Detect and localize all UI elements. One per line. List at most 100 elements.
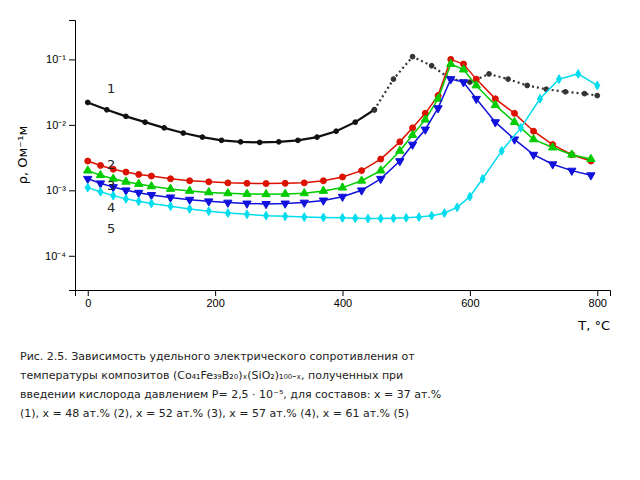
series-line	[88, 74, 598, 219]
data-point	[206, 207, 211, 216]
y-tick-mark	[69, 59, 75, 60]
plot-area: 020040060080010⁻⁴10⁻³10⁻²10⁻¹12345ρ, Ом⁻…	[15, 21, 611, 334]
x-tick-mark	[343, 290, 344, 296]
data-point	[404, 213, 409, 222]
data-point	[136, 197, 141, 206]
x-tick: 200	[206, 290, 224, 309]
data-point	[219, 138, 224, 143]
data-point	[181, 131, 186, 136]
data-point	[499, 147, 504, 156]
series-label: 3	[107, 178, 115, 193]
data-point	[224, 189, 232, 196]
x-tick-label: 600	[461, 297, 479, 309]
data-point	[243, 189, 251, 196]
y-tick: 10⁻¹	[46, 53, 75, 65]
series-label: 1	[107, 81, 115, 96]
series-line	[88, 59, 591, 183]
series-label: 4	[107, 200, 115, 215]
data-point	[549, 162, 557, 169]
data-point	[136, 171, 142, 177]
data-point	[264, 211, 269, 220]
data-point	[224, 200, 232, 207]
data-point	[281, 189, 289, 196]
data-point	[185, 186, 193, 193]
data-point	[243, 201, 251, 208]
x-tick-label: 200	[206, 297, 224, 309]
data-point	[135, 179, 143, 186]
data-point	[334, 129, 339, 134]
data-point	[321, 213, 326, 222]
data-point	[525, 83, 530, 88]
caption-line: введении кислорода давлением Р= 2,5 · 10…	[20, 388, 441, 401]
series-line	[88, 102, 375, 142]
data-point	[85, 183, 90, 192]
data-point	[205, 188, 213, 195]
y-tick: 10⁻²	[46, 119, 75, 131]
data-point	[359, 168, 365, 174]
data-point	[595, 81, 600, 90]
caption-line: (1), x = 48 ат.% (2), x = 52 ат.% (3), x…	[20, 407, 409, 420]
caption-line: Рис. 2.5. Зависимость удельного электрич…	[20, 350, 415, 363]
data-point	[98, 187, 103, 196]
y-tick-label: 10⁻²	[46, 119, 66, 131]
data-point	[391, 77, 396, 82]
data-point	[434, 106, 442, 113]
data-point	[257, 140, 262, 145]
data-point	[225, 209, 230, 218]
data-point	[396, 159, 404, 166]
data-point	[568, 150, 576, 157]
data-point	[518, 123, 523, 132]
data-point	[148, 173, 154, 179]
data-point	[300, 200, 308, 207]
x-tick: 0	[85, 290, 91, 309]
data-point	[147, 182, 155, 189]
data-point	[296, 138, 301, 143]
y-axis-line	[69, 21, 76, 291]
data-point	[529, 135, 537, 142]
data-point	[563, 89, 568, 94]
data-point	[162, 125, 167, 130]
data-point	[459, 80, 467, 87]
data-point	[595, 93, 600, 98]
data-point	[338, 183, 346, 190]
data-point	[506, 77, 511, 82]
x-tick-mark	[215, 290, 216, 296]
x-axis: 0200400600800	[76, 290, 611, 309]
data-point	[353, 120, 358, 125]
series-line	[88, 64, 591, 194]
data-point	[281, 201, 289, 208]
y-axis-title: ρ, Ом⁻¹м	[15, 126, 30, 184]
data-point	[340, 213, 345, 222]
data-point	[429, 63, 434, 68]
data-point	[408, 130, 416, 137]
data-point	[353, 214, 358, 223]
series-label: 2	[107, 157, 115, 172]
data-point	[206, 179, 212, 185]
data-point	[187, 205, 192, 214]
series-line	[374, 57, 597, 110]
y-axis: 10⁻⁴ 10⁻³ 10⁻² 10⁻¹	[45, 21, 75, 291]
series-label: 5	[107, 221, 115, 236]
data-point	[315, 135, 320, 140]
y-tick-label: 10⁻³	[46, 184, 66, 196]
data-point	[85, 100, 90, 105]
data-point	[549, 143, 557, 150]
data-point	[377, 176, 385, 183]
y-tick: 10⁻⁴	[45, 250, 75, 262]
data-point	[377, 166, 385, 173]
x-tick-label: 400	[334, 297, 352, 309]
data-point	[429, 211, 434, 220]
data-point	[529, 152, 537, 159]
data-point	[301, 180, 307, 186]
data-point	[378, 214, 383, 223]
data-point	[491, 120, 499, 127]
data-point	[200, 135, 205, 140]
data-point	[187, 178, 193, 184]
data-point	[263, 181, 269, 187]
series-line	[88, 79, 591, 204]
data-point	[447, 77, 455, 84]
data-point	[372, 107, 377, 112]
x-tick-mark	[88, 290, 89, 296]
data-point	[467, 192, 472, 201]
data-point	[225, 180, 231, 186]
